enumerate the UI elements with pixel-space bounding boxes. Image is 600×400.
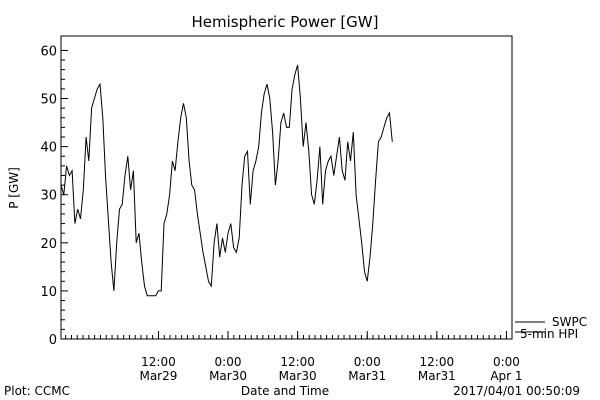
x-tick-time-label: 12:00 [420,355,455,369]
y-tick-label: 50 [40,93,57,108]
legend-swpc-label: SWPC [552,315,587,329]
series-line-5min-hpi [60,64,393,297]
x-tick-date-label: Mar31 [418,369,456,383]
x-tick-time-label: 12:00 [280,355,315,369]
series-layer [60,64,393,297]
x-tick-time-label: 12:00 [141,355,176,369]
x-tick-date-label: Mar31 [348,369,386,383]
chart-title: Hemispheric Power [GW] [192,13,379,31]
y-tick-label: 30 [40,189,57,204]
x-axis-ticks: 12:00Mar290:00Mar3012:00Mar300:00Mar3112… [65,331,523,383]
y-tick-label: 10 [40,285,57,300]
x-tick-date-label: Mar30 [209,369,247,383]
x-tick-date-label: Apr 1 [490,369,522,383]
plot-timestamp: 2017/04/01 00:50:09 [453,384,580,398]
x-axis-label: Date and Time [241,384,329,398]
y-tick-label: 20 [40,237,57,252]
x-tick-time-label: 0:00 [354,355,381,369]
legend-hpi-label: 5-min HPI [520,327,578,341]
x-tick-time-label: 0:00 [493,355,520,369]
x-tick-date-label: Mar29 [139,369,177,383]
y-axis-label: P [GW] [7,167,21,209]
plot-frame [60,35,513,340]
legend: SWPC 5-min HPI [515,315,587,341]
x-tick-date-label: Mar30 [279,369,317,383]
y-tick-label: 0 [49,333,57,348]
y-axis-ticks: 0 10 20 30 40 50 60 [40,44,68,348]
plot-credit: Plot: CCMC [4,384,70,398]
y-tick-label: 40 [40,141,57,156]
x-tick-time-label: 0:00 [215,355,242,369]
y-tick-label: 60 [40,44,57,59]
